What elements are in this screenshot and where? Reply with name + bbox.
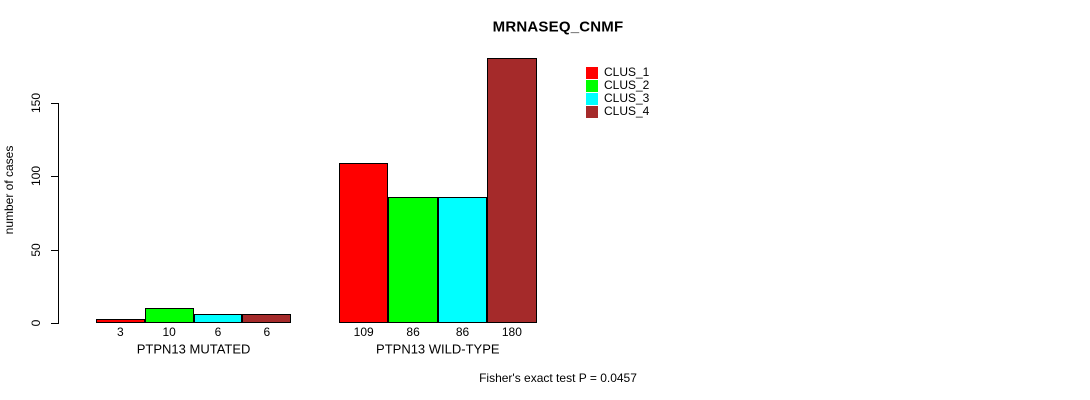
legend-swatch — [586, 92, 598, 105]
bar-value-label: 86 — [455, 325, 470, 339]
legend-swatch — [586, 105, 598, 118]
chart-title: MRNASEQ_CNMF — [492, 18, 624, 36]
bar-value-label: 109 — [353, 325, 374, 339]
legend-item: CLUS_2 — [586, 79, 649, 92]
legend-label: CLUS_2 — [604, 78, 650, 92]
y-axis-label: number of cases — [2, 145, 16, 235]
bar-value-label: 6 — [263, 325, 271, 339]
bar-clus-3-group-1 — [437, 196, 488, 323]
legend-swatch — [586, 66, 598, 79]
y-tick-label: 150 — [29, 92, 43, 113]
bar-value-label: 180 — [501, 325, 522, 339]
bar-value-label: 6 — [214, 325, 222, 339]
y-tick — [51, 176, 58, 177]
bar-clus-3-group-0 — [193, 314, 243, 323]
y-tick — [51, 249, 58, 251]
legend-label: CLUS_3 — [604, 91, 650, 105]
y-tick-label: 100 — [29, 165, 43, 187]
bar-value-label: 10 — [162, 325, 176, 339]
bar-clus-1-group-1 — [339, 162, 389, 323]
y-axis-line — [58, 102, 59, 324]
legend-label: CLUS_1 — [604, 65, 650, 79]
legend-item: CLUS_3 — [586, 92, 649, 105]
y-tick — [51, 102, 58, 104]
bar-clus-4-group-0 — [242, 314, 292, 323]
legend-swatch — [586, 79, 598, 92]
bar-clus-4-group-1 — [487, 58, 537, 323]
legend-item: CLUS_4 — [586, 105, 649, 118]
legend: CLUS_1 CLUS_2 CLUS_3 CLUS_4 — [586, 66, 649, 118]
legend-item: CLUS_1 — [586, 66, 649, 79]
bar-clus-2-group-1 — [388, 196, 438, 323]
bar-value-label: 86 — [406, 325, 420, 339]
category-label: PTPN13 WILD-TYPE — [376, 341, 500, 356]
annotation-text: Fisher's exact test P = 0.0457 — [479, 371, 637, 385]
bar-value-label: 3 — [117, 325, 124, 339]
y-tick-label: 0 — [29, 319, 43, 327]
category-label: PTPN13 MUTATED — [136, 341, 251, 356]
bar-clus-1-group-0 — [96, 318, 145, 323]
bar-clus-2-group-0 — [144, 308, 194, 323]
y-tick-label: 50 — [29, 242, 43, 257]
legend-label: CLUS_4 — [604, 104, 650, 118]
y-tick — [51, 323, 58, 324]
